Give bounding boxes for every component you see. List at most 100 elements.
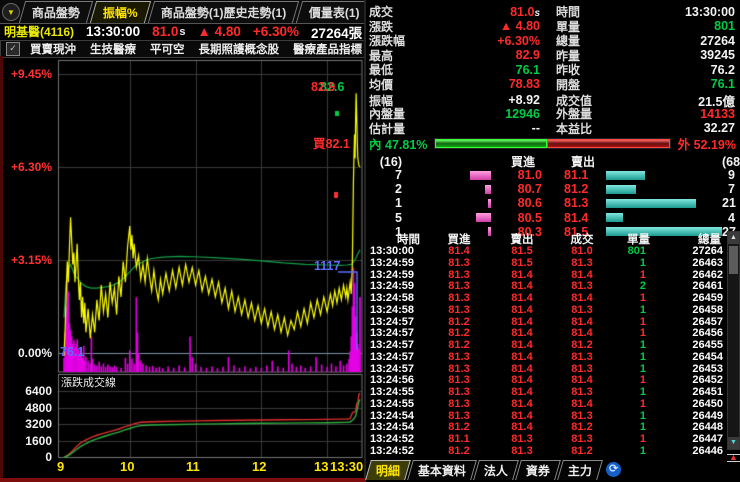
tx-deal: 81.4 — [571, 327, 593, 340]
x-axis-label: 12 — [252, 459, 267, 474]
ask-price[interactable]: 81.5 — [564, 224, 589, 239]
bid-price[interactable]: 81.0 — [517, 168, 542, 183]
tx-time: 13:24:52 — [370, 433, 415, 445]
bottom-tab[interactable]: 法人 — [473, 459, 519, 480]
tx-sell: 81.4 — [511, 350, 533, 363]
quote-label-2: 昨量 — [556, 48, 581, 63]
tx-buy: 81.3 — [448, 268, 470, 281]
bottom-tab[interactable]: 明細 — [365, 459, 411, 480]
quote-label-1: 漲跌 — [369, 19, 394, 34]
category-item[interactable]: 醫療產品指標 — [293, 44, 362, 56]
category-item[interactable]: 長期照護概念股 — [198, 44, 280, 56]
top-tabs: 商品盤勢 振幅% 商品盤勢(1)歷史走勢(1) 價量表(1) — [18, 1, 373, 23]
category-item[interactable]: 生技醫療 — [90, 44, 136, 56]
ask-price[interactable]: 81.2 — [564, 182, 589, 197]
orderbook-row[interactable]: 5 80.5 81.4 4 — [366, 211, 740, 225]
ask-price[interactable]: 81.3 — [564, 196, 589, 211]
transaction-row: 13:24:52 81.1 81.3 81.3 1 26447 — [366, 433, 726, 445]
top-tab[interactable]: 商品盤勢(1)歷史走勢(1) — [147, 1, 300, 23]
orderbook-row[interactable]: 7 81.0 81.1 9 — [366, 168, 740, 182]
scroll-down-button[interactable]: ▼ — [728, 437, 739, 449]
chart-volume-mark-label: 1117 — [314, 259, 341, 273]
refresh-icon[interactable]: ⟳ — [606, 462, 622, 477]
transactions-header: 時間 買進 賣出 成交 單量 總量 — [366, 231, 726, 246]
tx-qty: 1 — [639, 374, 646, 387]
quote-value-1: +8.92 — [508, 93, 540, 108]
transaction-row: 13:24:59 81.3 81.4 81.4 1 26462 — [366, 269, 726, 281]
category-item[interactable]: 買賣現沖 — [30, 44, 76, 56]
tx-qty: 1 — [639, 268, 646, 281]
tx-deal: 81.3 — [571, 303, 593, 316]
bid-price[interactable]: 80.7 — [517, 182, 542, 197]
tx-buy: 81.3 — [448, 362, 470, 375]
tx-deal: 81.3 — [571, 256, 593, 269]
tx-deal: 81.4 — [571, 374, 593, 387]
tx-total: 26463 — [692, 256, 723, 269]
tx-sell: 81.5 — [511, 256, 533, 269]
bid-bar-wrap — [402, 170, 494, 180]
tx-buy: 81.2 — [448, 315, 470, 328]
bid-price[interactable]: 80.5 — [517, 210, 542, 225]
tx-buy: 81.1 — [448, 433, 470, 445]
inner-bar-segment — [435, 139, 548, 148]
scroll-to-top-button[interactable]: ▲ — [727, 451, 740, 464]
tx-buy: 81.2 — [448, 444, 470, 457]
transactions-scrollbar[interactable]: ▲ ▼ — [727, 231, 740, 450]
tx-buy: 81.3 — [448, 409, 470, 422]
tx-time: 13:24:59 — [370, 256, 415, 269]
bid-price[interactable]: 80.3 — [517, 224, 542, 239]
quote-value-2: 13:30:00 — [684, 4, 735, 19]
ask-price[interactable]: 81.1 — [564, 168, 589, 183]
bid-volume-bar — [470, 170, 491, 180]
tx-time: 13:24:55 — [370, 397, 415, 410]
scrollbar-thumb[interactable] — [729, 246, 738, 274]
tx-time: 13:24:52 — [370, 444, 415, 457]
ticker-change-pct: +6.30% — [252, 24, 300, 39]
bottom-tab[interactable]: 資券 — [515, 459, 561, 480]
tx-total: 26462 — [692, 268, 723, 281]
pane-divider — [364, 0, 366, 482]
tx-qty: 1 — [639, 386, 646, 398]
ask-volume-bar — [606, 184, 637, 194]
tab-dropdown-button[interactable]: ▼ — [2, 3, 20, 21]
tx-buy: 81.3 — [448, 397, 470, 410]
top-tab[interactable]: 振幅% — [89, 1, 151, 23]
top-tab[interactable]: 商品盤勢 — [18, 1, 94, 23]
ask-volume: 4 — [728, 210, 735, 225]
tx-deal: 81.2 — [571, 339, 593, 351]
transaction-row: 13:24:54 81.3 81.4 81.3 1 26449 — [366, 410, 726, 422]
transaction-row: 13:24:58 81.3 81.4 81.4 1 26459 — [366, 292, 726, 304]
bid-price[interactable]: 80.6 — [517, 196, 542, 211]
bottom-tab[interactable]: 主力 — [557, 459, 603, 480]
tx-sell: 81.4 — [511, 374, 533, 387]
category-item[interactable]: 平可空 — [150, 44, 185, 56]
ticker-price-suffix: s — [179, 25, 186, 38]
tx-buy: 81.4 — [448, 245, 470, 257]
ticker-change: ▲ 4.80 — [197, 24, 241, 39]
tx-col-header: 單量 — [627, 234, 650, 246]
tx-sell: 81.3 — [511, 433, 533, 445]
tx-qty: 1 — [639, 292, 646, 304]
intraday-chart-canvas[interactable] — [0, 57, 365, 482]
stock-name[interactable]: 明基醫(4116) — [4, 25, 75, 39]
tx-deal: 81.3 — [571, 350, 593, 363]
quote-row: 振幅 +8.92 成交值 21.5億 — [366, 91, 740, 109]
ticker-price: 81.0 — [152, 24, 179, 39]
orderbook-row[interactable]: 2 80.7 81.2 7 — [366, 182, 740, 196]
top-tab[interactable]: 價量表(1) — [295, 1, 373, 23]
quote-value-1: ▲ 4.80 — [499, 19, 540, 34]
tx-col-header: 時間 — [397, 234, 420, 246]
bottom-tab[interactable]: 基本資料 — [407, 459, 477, 480]
quote-value-1: 78.83 — [508, 77, 540, 92]
orderbook-row[interactable]: 1 80.6 81.3 21 — [366, 196, 740, 210]
category-checkbox[interactable]: ✓ — [6, 42, 20, 56]
scroll-up-button[interactable]: ▲ — [728, 232, 739, 244]
quote-value-2: 76.1 — [710, 77, 735, 92]
ask-price[interactable]: 81.4 — [564, 210, 589, 225]
tx-total: 26452 — [692, 374, 723, 387]
transaction-row: 13:24:59 81.3 81.4 81.3 2 26461 — [366, 280, 726, 292]
quote-value-1: 81.0s — [510, 4, 540, 19]
left-edge-strip — [0, 56, 3, 479]
ask-bar-wrap — [606, 184, 722, 194]
